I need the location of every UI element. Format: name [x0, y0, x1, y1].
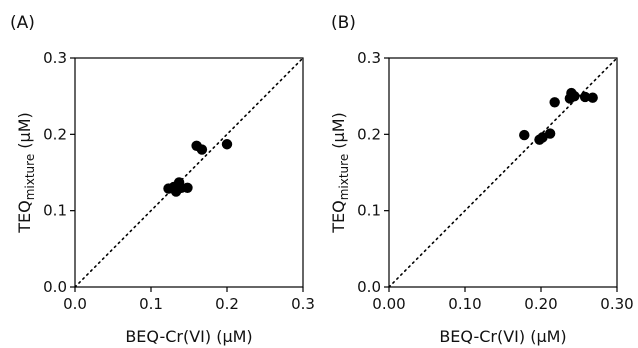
x-tick-label: 0.1 — [139, 295, 163, 313]
y-axis-label: TEQmixture (μM) — [15, 112, 37, 234]
x-tick-label: 0.2 — [215, 295, 239, 313]
data-point — [519, 129, 530, 141]
data-point — [221, 139, 233, 150]
data-point — [182, 182, 193, 193]
identity-line — [74, 57, 304, 288]
x-tick-label: 0.30 — [600, 295, 633, 313]
panel-a: (A) 0.0 0.1 0.2 0.3 0.0 0.1 0.2 0.3 BEQ-Cr(VI) (μ… — [10, 13, 315, 346]
y-tick-label: 0.1 — [357, 202, 381, 220]
plot-frame — [388, 57, 618, 288]
data-point — [587, 92, 598, 103]
x-tick-label: 0.00 — [372, 295, 405, 313]
x-tick-label: 0.10 — [448, 295, 481, 313]
x-axis-label: BEQ-Cr(VI) (μM) — [125, 327, 252, 346]
data-point — [569, 90, 580, 102]
y-tick-label: 0.2 — [357, 125, 381, 143]
plot-frame — [74, 57, 304, 288]
y-tick-label: 0.0 — [357, 278, 381, 296]
panel-label: (B) — [331, 13, 356, 33]
y-axis-label: TEQmixture (μM) — [329, 112, 351, 234]
y-tick-label: 0.0 — [43, 278, 67, 296]
panel-b: (B) 0.00 0.10 0.20 0.30 0.0 0.1 0.2 0.3 BEQ-Cr(VI… — [329, 13, 634, 346]
x-tick-label: 0.0 — [63, 295, 87, 313]
data-point — [544, 128, 556, 139]
y-tick-label: 0.2 — [43, 125, 67, 143]
data-point — [579, 91, 591, 103]
y-tick-label: 0.3 — [357, 49, 381, 67]
x-tick-label: 0.20 — [524, 295, 557, 313]
data-point — [196, 144, 208, 155]
x-axis-label: BEQ-Cr(VI) (μM) — [439, 327, 566, 346]
y-tick-label: 0.3 — [43, 49, 67, 67]
x-tick-label: 0.3 — [291, 295, 315, 313]
data-point — [549, 97, 560, 108]
y-tick-label: 0.1 — [43, 202, 67, 220]
panel-label: (A) — [10, 13, 35, 33]
